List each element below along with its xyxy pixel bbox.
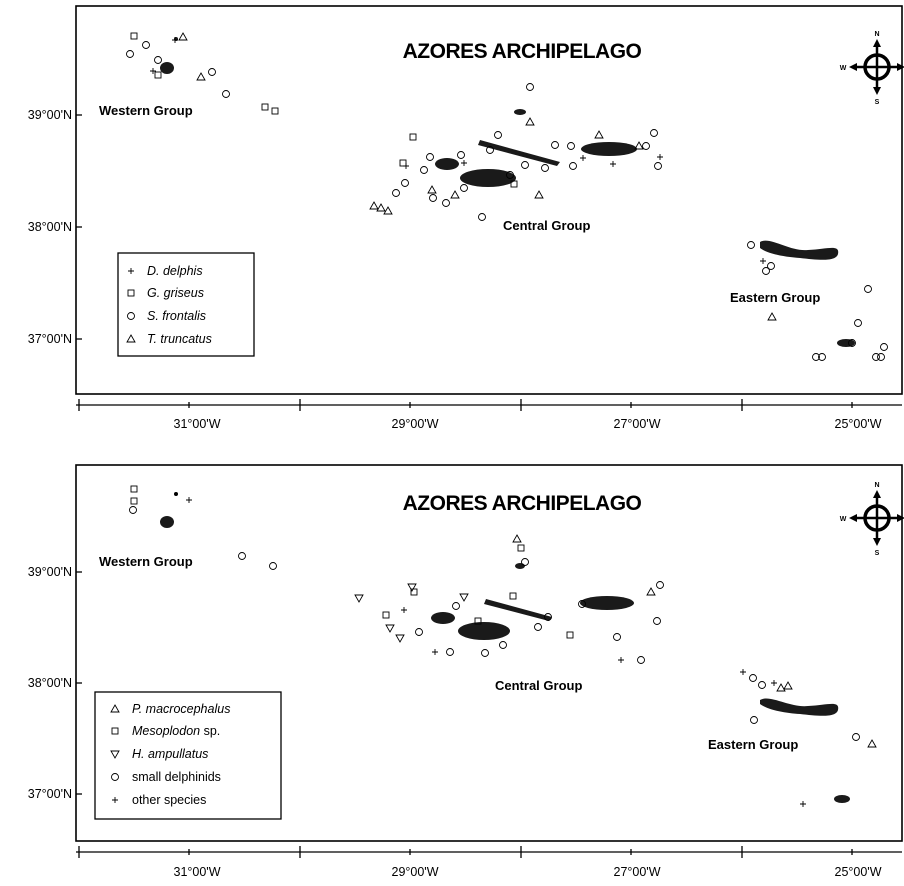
compass-w: W <box>840 65 847 72</box>
legend-label-mesoplodon: Mesoplodon sp. <box>132 724 220 738</box>
map-title: AZORES ARCHIPELAGO <box>403 40 642 63</box>
legend-label-s-frontalis: S. frontalis <box>147 309 206 323</box>
lon-tick-25: 25°00'W <box>835 417 882 431</box>
legend-label-other-species: other species <box>132 793 206 807</box>
legend-label-p-macrocephalus: P. macrocephalus <box>132 702 230 716</box>
central-group-label: Central Group <box>503 218 590 233</box>
map-title: AZORES ARCHIPELAGO <box>403 492 642 515</box>
lat-tick-37: 37°00'N <box>28 332 72 346</box>
compass-rose-icon: N S W E <box>840 31 904 106</box>
central-group-label: Central Group <box>495 678 582 693</box>
lon-tick-27: 27°00'W <box>614 865 661 879</box>
legend-label-h-ampullatus: H. ampullatus <box>132 747 208 761</box>
legend-top: D. delphis G. griseus S. frontalis T. tr… <box>118 253 254 356</box>
lon-tick-29: 29°00'W <box>392 417 439 431</box>
lon-tick-29: 29°00'W <box>392 865 439 879</box>
compass-s: S <box>875 550 880 557</box>
lon-tick-27: 27°00'W <box>614 417 661 431</box>
lat-tick-37: 37°00'N <box>28 787 72 801</box>
legend-label-g-griseus: G. griseus <box>147 286 204 300</box>
legend-label-t-truncatus: T. truncatus <box>147 332 212 346</box>
lat-tick-38: 38°00'N <box>28 220 72 234</box>
lon-tick-25: 25°00'W <box>835 865 882 879</box>
map-panel-bottom: AZORES ARCHIPELAGO N S W E Western Group… <box>28 465 904 879</box>
compass-w: W <box>840 516 847 523</box>
western-group-label: Western Group <box>99 103 193 118</box>
compass-s: S <box>875 99 880 106</box>
lon-tick-31: 31°00'W <box>174 417 221 431</box>
legend-bottom: P. macrocephalus Mesoplodon sp. H. ampul… <box>95 692 281 819</box>
eastern-group-label: Eastern Group <box>730 290 820 305</box>
compass-rose-icon: N S W E <box>840 482 904 557</box>
lat-tick-39: 39°00'N <box>28 565 72 579</box>
lon-tick-31: 31°00'W <box>174 865 221 879</box>
lat-tick-39: 39°00'N <box>28 108 72 122</box>
map-panel-top: AZORES ARCHIPELAGO N S W E Western Group… <box>28 6 904 431</box>
legend-label-small-delphinids: small delphinids <box>132 770 221 784</box>
eastern-group-label: Eastern Group <box>708 737 798 752</box>
compass-n: N <box>874 31 879 38</box>
legend-label-d-delphis: D. delphis <box>147 264 203 278</box>
western-group-label: Western Group <box>99 554 193 569</box>
compass-n: N <box>874 482 879 489</box>
lat-tick-38: 38°00'N <box>28 676 72 690</box>
